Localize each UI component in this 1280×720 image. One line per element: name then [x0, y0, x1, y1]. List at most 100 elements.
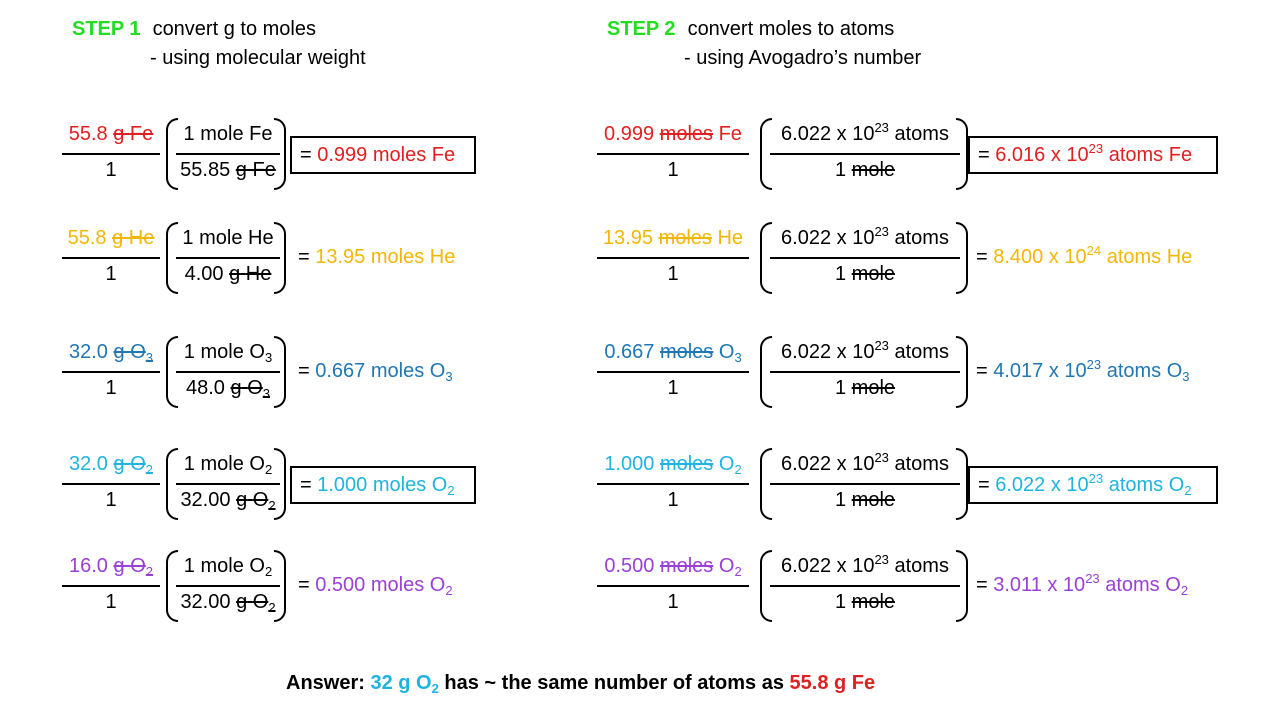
- avogadro-conversion: 6.022 x 1023 atoms 1 mole: [770, 550, 960, 624]
- step2-title: STEP 2 convert moles to atoms: [607, 18, 894, 41]
- moles-numerator: 0.999 moles Fe: [604, 123, 742, 145]
- moles-fraction: 13.95 moles He 1: [597, 222, 749, 296]
- molar-conversion: 1 mole He 4.00 g He: [176, 222, 280, 296]
- moles-fraction: 1.000 moles O2 1: [597, 448, 749, 522]
- moles-denominator: 1: [667, 377, 679, 399]
- avogadro-numerator: 6.022 x 1023 atoms: [781, 224, 949, 249]
- mass-numerator: 16.0 g O2: [69, 555, 153, 579]
- paren-right: [274, 448, 286, 520]
- molar-mass-denominator: 32.00 g O2: [180, 489, 276, 513]
- fraction-bar: [176, 153, 280, 155]
- avogadro-numerator: 6.022 x 1023 atoms: [781, 120, 949, 145]
- fraction-bar: [62, 153, 160, 155]
- fraction-bar: [597, 257, 749, 259]
- step2-subtitle: - using Avogadro’s number: [684, 47, 922, 69]
- moles-numerator: 0.500 moles O2: [604, 555, 742, 579]
- moles-fraction: 0.667 moles O3 1: [597, 336, 749, 410]
- fraction-bar: [176, 483, 280, 485]
- moles-result: = 13.95 moles He: [298, 246, 456, 268]
- mass-numerator: 32.0 g O3: [69, 341, 153, 365]
- atoms-result: = 6.022 x 1023 atoms O2: [968, 466, 1218, 504]
- fraction-bar: [176, 257, 280, 259]
- avogadro-conversion: 6.022 x 1023 atoms 1 mole: [770, 336, 960, 410]
- fraction-bar: [176, 585, 280, 587]
- paren-right: [274, 550, 286, 622]
- fraction-bar: [770, 483, 960, 485]
- atoms-result: = 8.400 x 1024 atoms He: [976, 243, 1193, 268]
- mass-denominator: 1: [105, 489, 117, 511]
- fraction-bar: [597, 371, 749, 373]
- fraction-bar: [62, 371, 160, 373]
- paren-right: [956, 118, 968, 190]
- answer-middle: has ~ the same number of atoms as: [444, 672, 784, 694]
- calc-row: 55.8 g Fe 1 1 mole Fe 55.85 g Fe = 0.999 mol…: [0, 118, 1280, 192]
- step2-heading: convert moles to atoms: [687, 18, 895, 40]
- fraction-bar: [770, 585, 960, 587]
- fraction-bar: [770, 371, 960, 373]
- mass-fraction: 32.0 g O3 1: [62, 336, 160, 410]
- moles-denominator: 1: [667, 591, 679, 613]
- step1-label: STEP 1: [72, 18, 141, 40]
- mole-numerator: 1 mole He: [182, 227, 274, 249]
- molar-mass-denominator: 55.85 g Fe: [180, 159, 276, 181]
- mole-numerator: 1 mole Fe: [183, 123, 273, 145]
- avogadro-denominator: 1 mole: [834, 489, 896, 511]
- molar-conversion: 1 mole O2 32.00 g O2: [176, 550, 280, 624]
- mass-fraction: 55.8 g Fe 1: [62, 118, 160, 192]
- avogadro-conversion: 6.022 x 1023 atoms 1 mole: [770, 118, 960, 192]
- mass-fraction: 55.8 g He 1: [62, 222, 160, 296]
- avogadro-conversion: 6.022 x 1023 atoms 1 mole: [770, 222, 960, 296]
- fraction-bar: [597, 483, 749, 485]
- avogadro-numerator: 6.022 x 1023 atoms: [781, 338, 949, 363]
- calc-row: 16.0 g O2 1 1 mole O2 32.00 g O2 = 0.500 mol…: [0, 550, 1280, 624]
- atoms-result: = 4.017 x 1023 atoms O3: [976, 357, 1190, 384]
- calc-row: 32.0 g O2 1 1 mole O2 32.00 g O2 = 1.000 mol…: [0, 448, 1280, 522]
- molar-conversion: 1 mole O2 32.00 g O2: [176, 448, 280, 522]
- molar-conversion: 1 mole Fe 55.85 g Fe: [176, 118, 280, 192]
- mole-numerator: 1 mole O2: [183, 555, 273, 579]
- mole-numerator: 1 mole O2: [183, 453, 273, 477]
- molar-conversion: 1 mole O3 48.0 g O3: [176, 336, 280, 410]
- molar-mass-denominator: 48.0 g O3: [186, 377, 270, 401]
- molar-mass-denominator: 4.00 g He: [184, 263, 272, 285]
- mass-numerator: 55.8 g He: [67, 227, 155, 249]
- answer-label: Answer:: [286, 672, 365, 694]
- avogadro-conversion: 6.022 x 1023 atoms 1 mole: [770, 448, 960, 522]
- avogadro-denominator: 1 mole: [834, 591, 896, 613]
- fraction-bar: [597, 153, 749, 155]
- paren-right: [274, 336, 286, 408]
- moles-denominator: 1: [667, 159, 679, 181]
- mass-fraction: 32.0 g O2 1: [62, 448, 160, 522]
- answer-line: Answer: 32 g O2 has ~ the same number of…: [286, 672, 875, 695]
- paren-right: [274, 222, 286, 294]
- avogadro-numerator: 6.022 x 1023 atoms: [781, 552, 949, 577]
- answer-amount-fe: 55.8 g Fe: [789, 672, 876, 694]
- avogadro-numerator: 6.022 x 1023 atoms: [781, 450, 949, 475]
- mass-denominator: 1: [105, 377, 117, 399]
- moles-result: = 0.999 moles Fe: [290, 136, 476, 174]
- fraction-bar: [770, 257, 960, 259]
- paren-right: [956, 336, 968, 408]
- moles-result: = 0.667 moles O3: [298, 360, 453, 384]
- moles-fraction: 0.500 moles O2 1: [597, 550, 749, 624]
- mass-denominator: 1: [105, 263, 117, 285]
- molar-mass-denominator: 32.00 g O2: [180, 591, 276, 615]
- calc-row: 55.8 g He 1 1 mole He 4.00 g He = 13.95 mole…: [0, 222, 1280, 296]
- mass-denominator: 1: [105, 591, 117, 613]
- mass-numerator: 55.8 g Fe: [68, 123, 154, 145]
- atoms-result: = 3.011 x 1023 atoms O2: [976, 571, 1189, 598]
- fraction-bar: [62, 483, 160, 485]
- fraction-bar: [176, 371, 280, 373]
- step1-subtitle: - using molecular weight: [150, 47, 366, 69]
- fraction-bar: [62, 585, 160, 587]
- calc-row: 32.0 g O3 1 1 mole O3 48.0 g O3 = 0.667 mole…: [0, 336, 1280, 410]
- moles-numerator: 1.000 moles O2: [604, 453, 742, 477]
- paren-right: [956, 448, 968, 520]
- step1-heading: convert g to moles: [152, 18, 316, 40]
- avogadro-denominator: 1 mole: [834, 159, 896, 181]
- moles-denominator: 1: [667, 263, 679, 285]
- mass-numerator: 32.0 g O2: [69, 453, 153, 477]
- step1-title: STEP 1 convert g to moles: [72, 18, 316, 41]
- fraction-bar: [597, 585, 749, 587]
- moles-result: = 0.500 moles O2: [298, 574, 453, 598]
